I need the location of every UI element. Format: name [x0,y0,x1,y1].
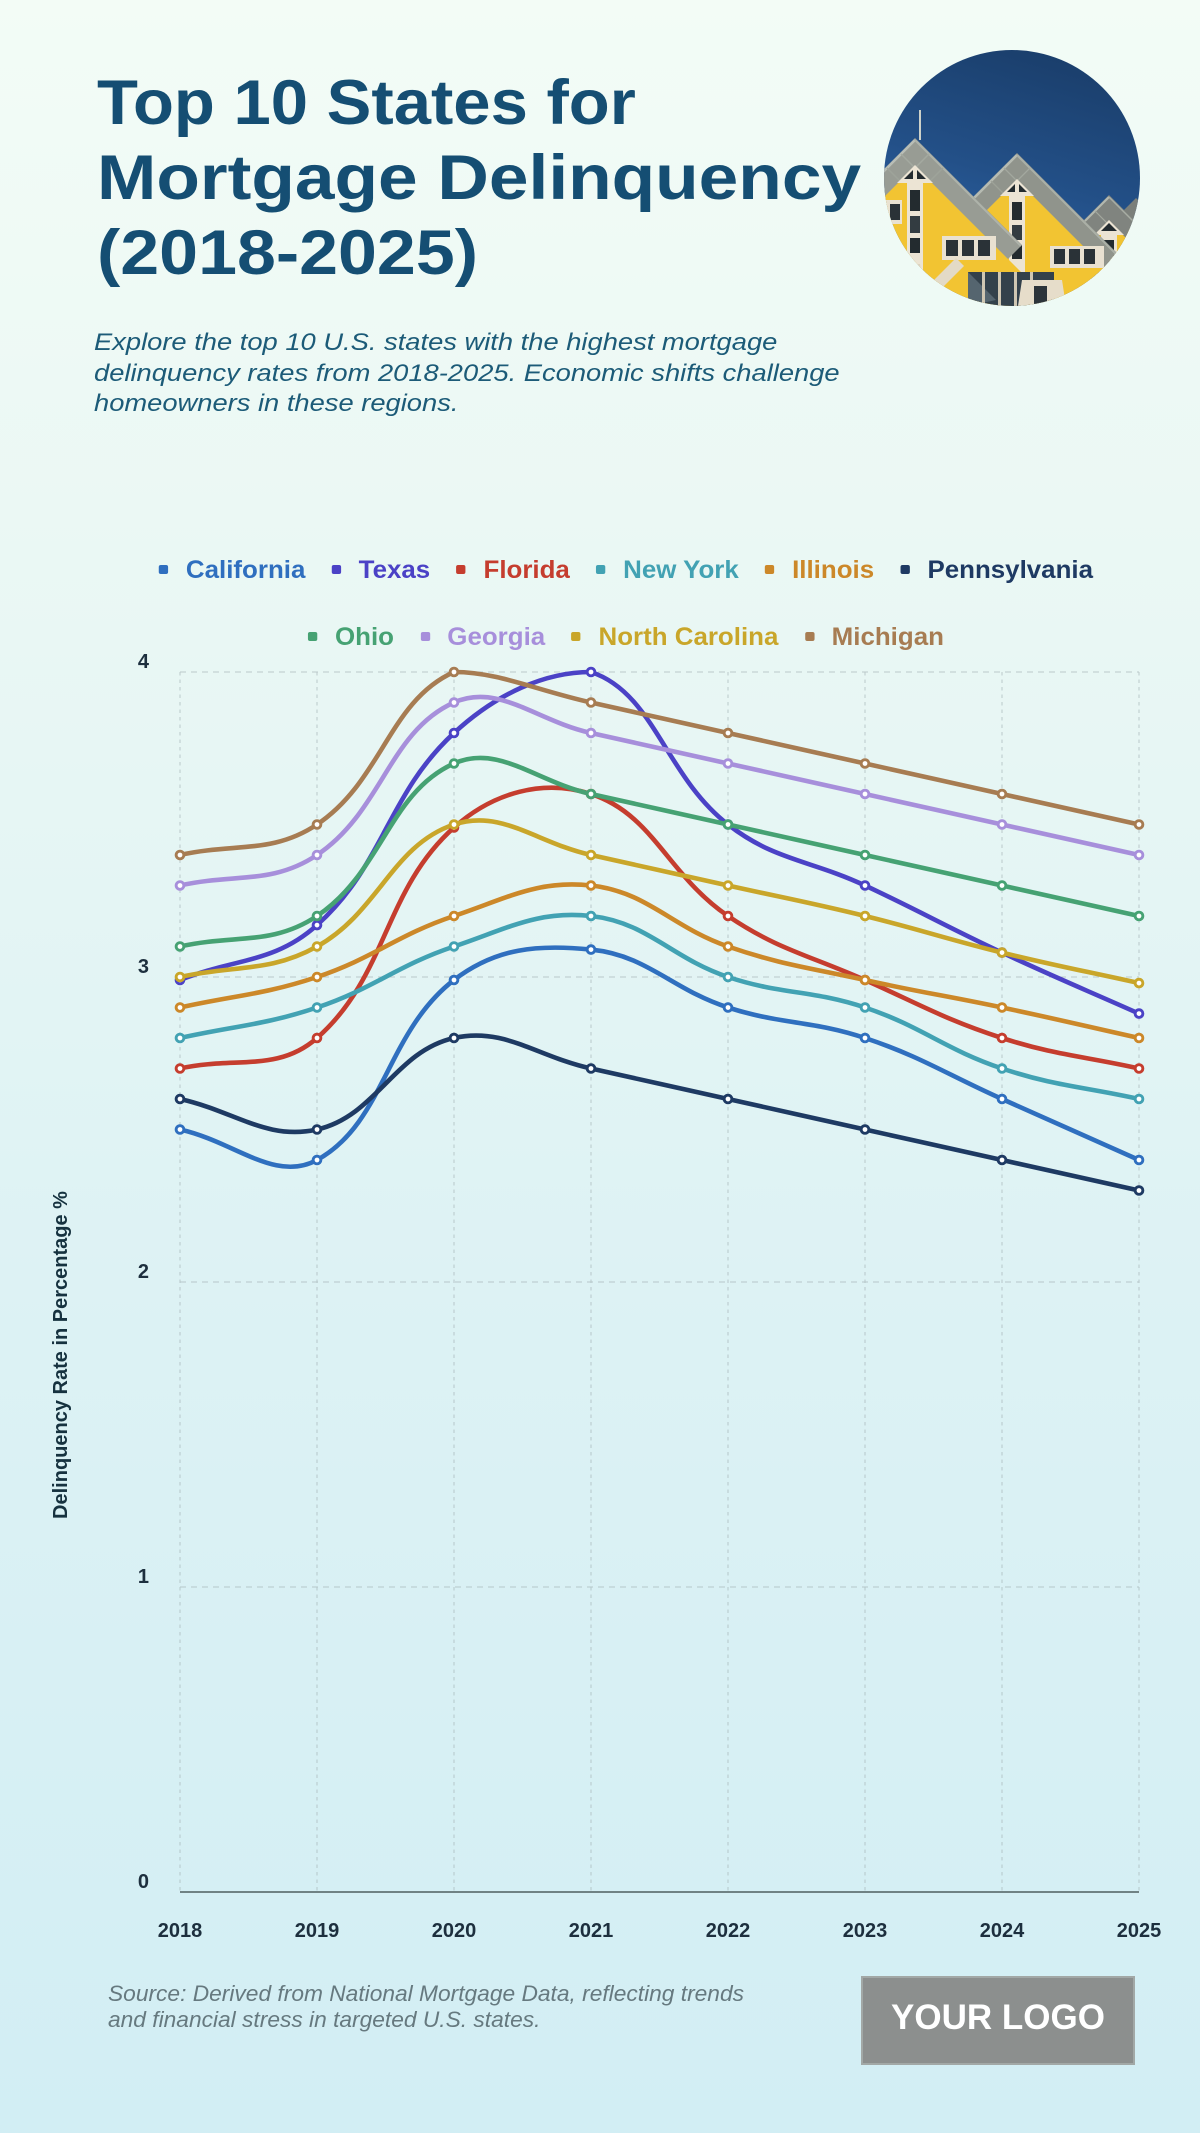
svg-text:2024: 2024 [980,1920,1025,1942]
svg-text:2021: 2021 [569,1920,614,1942]
svg-text:2020: 2020 [432,1920,477,1942]
svg-text:2022: 2022 [706,1920,751,1942]
svg-text:2019: 2019 [295,1920,340,1942]
svg-text:Delinquency Rate in Percentage: Delinquency Rate in Percentage % [50,1191,72,1519]
svg-text:2025: 2025 [1117,1920,1162,1942]
svg-text:3: 3 [138,956,149,978]
svg-text:2023: 2023 [843,1920,888,1942]
svg-text:2018: 2018 [158,1920,203,1942]
svg-text:2: 2 [138,1261,149,1283]
svg-text:4: 4 [138,651,150,673]
svg-text:1: 1 [138,1566,149,1588]
svg-text:0: 0 [138,1871,149,1893]
